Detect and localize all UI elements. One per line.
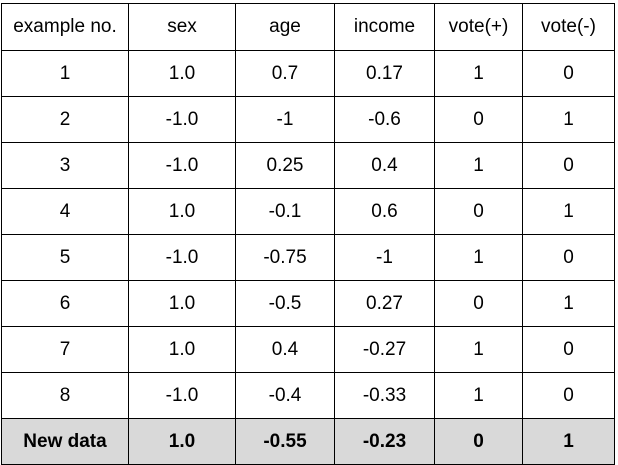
cell-age: -0.1: [235, 188, 335, 235]
cell-example-no: 7: [1, 326, 129, 373]
cell-vote-minus: 0: [522, 50, 615, 97]
cell-example-no: 2: [1, 96, 129, 143]
cell-example-no: 6: [1, 280, 129, 327]
header-age: age: [235, 3, 335, 51]
cell-sex: -1.0: [128, 142, 236, 189]
new-data-label: New data: [1, 418, 129, 465]
cell-income: -0.27: [334, 326, 435, 373]
table-row: 6 1.0 -0.5 0.27 0 1: [1, 280, 615, 327]
header-sex: sex: [128, 3, 236, 51]
cell-vote-minus: 0: [522, 142, 615, 189]
cell-example-no: 4: [1, 188, 129, 235]
header-example-no: example no.: [1, 3, 129, 51]
header-row: example no. sex age income vote(+) vote(…: [1, 3, 615, 51]
new-data-vote-plus: 0: [434, 418, 523, 465]
cell-sex: 1.0: [128, 50, 236, 97]
header-income: income: [334, 3, 435, 51]
cell-vote-minus: 1: [522, 96, 615, 143]
cell-income: -0.33: [334, 372, 435, 419]
cell-income: 0.4: [334, 142, 435, 189]
cell-vote-plus: 1: [434, 142, 523, 189]
cell-age: -0.5: [235, 280, 335, 327]
cell-example-no: 8: [1, 372, 129, 419]
cell-sex: 1.0: [128, 280, 236, 327]
cell-age: 0.4: [235, 326, 335, 373]
cell-vote-minus: 0: [522, 234, 615, 281]
cell-age: 0.25: [235, 142, 335, 189]
new-data-income: -0.23: [334, 418, 435, 465]
cell-vote-plus: 0: [434, 188, 523, 235]
table-row: 3 -1.0 0.25 0.4 1 0: [1, 142, 615, 189]
cell-vote-minus: 0: [522, 372, 615, 419]
cell-income: 0.27: [334, 280, 435, 327]
cell-age: -1: [235, 96, 335, 143]
cell-example-no: 1: [1, 50, 129, 97]
cell-income: 0.6: [334, 188, 435, 235]
cell-income: 0.17: [334, 50, 435, 97]
table-row: 7 1.0 0.4 -0.27 1 0: [1, 326, 615, 373]
cell-vote-plus: 1: [434, 50, 523, 97]
cell-sex: 1.0: [128, 326, 236, 373]
table-row: 8 -1.0 -0.4 -0.33 1 0: [1, 372, 615, 419]
cell-income: -1: [334, 234, 435, 281]
new-data-sex: 1.0: [128, 418, 236, 465]
cell-age: 0.7: [235, 50, 335, 97]
cell-vote-plus: 1: [434, 326, 523, 373]
cell-vote-plus: 0: [434, 280, 523, 327]
cell-example-no: 5: [1, 234, 129, 281]
cell-vote-plus: 0: [434, 96, 523, 143]
cell-vote-minus: 1: [522, 280, 615, 327]
cell-vote-minus: 1: [522, 188, 615, 235]
new-data-age: -0.55: [235, 418, 335, 465]
cell-vote-plus: 1: [434, 234, 523, 281]
cell-sex: 1.0: [128, 188, 236, 235]
cell-vote-minus: 0: [522, 326, 615, 373]
table-row: 5 -1.0 -0.75 -1 1 0: [1, 234, 615, 281]
new-data-vote-minus: 1: [522, 418, 615, 465]
cell-income: -0.6: [334, 96, 435, 143]
header-vote-plus: vote(+): [434, 3, 523, 51]
header-vote-minus: vote(-): [522, 3, 615, 51]
cell-age: -0.4: [235, 372, 335, 419]
cell-sex: -1.0: [128, 372, 236, 419]
cell-example-no: 3: [1, 142, 129, 189]
cell-age: -0.75: [235, 234, 335, 281]
cell-sex: -1.0: [128, 234, 236, 281]
new-data-row: New data 1.0 -0.55 -0.23 0 1: [1, 418, 615, 465]
cell-vote-plus: 1: [434, 372, 523, 419]
example-data-table: example no. sex age income vote(+) vote(…: [1, 3, 615, 465]
table-row: 4 1.0 -0.1 0.6 0 1: [1, 188, 615, 235]
table-row: 2 -1.0 -1 -0.6 0 1: [1, 96, 615, 143]
table-row: 1 1.0 0.7 0.17 1 0: [1, 50, 615, 97]
cell-sex: -1.0: [128, 96, 236, 143]
